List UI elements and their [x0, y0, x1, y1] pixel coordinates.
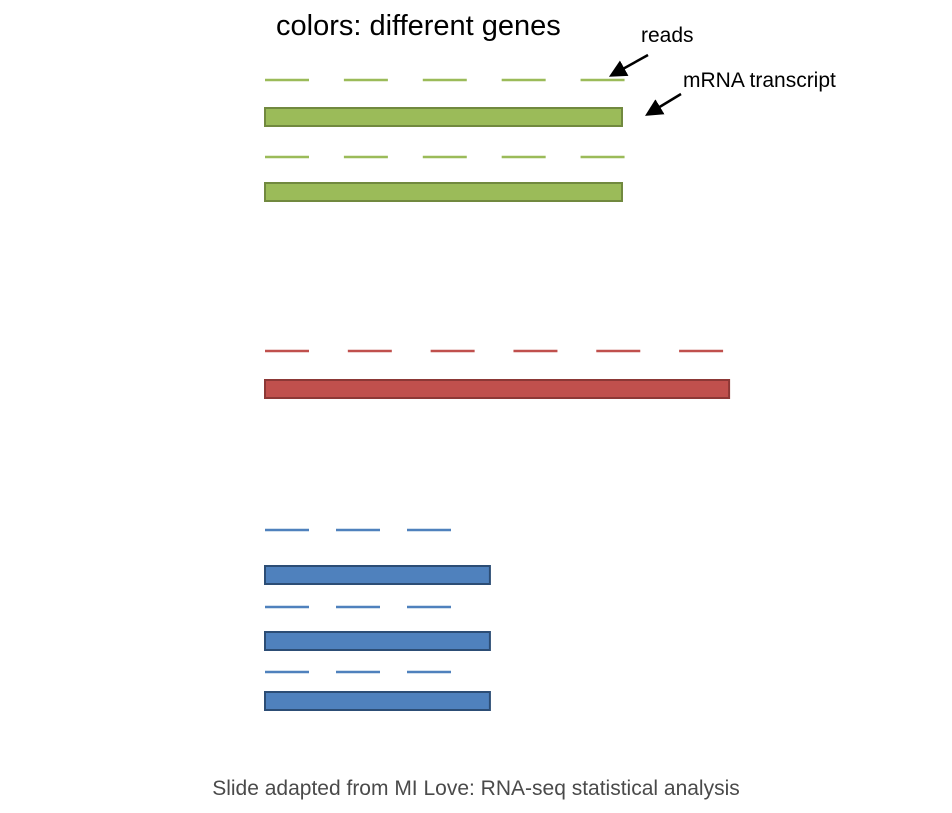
- reads-arrow: [608, 53, 649, 77]
- green-gene-transcript-bar: [264, 107, 623, 127]
- blue-gene-transcript-bar: [264, 631, 491, 651]
- green-gene-transcript-bar: [264, 182, 623, 202]
- transcript-arrow: [645, 92, 682, 116]
- source-caption: Slide adapted from MI Love: RNA-seq stat…: [212, 777, 740, 800]
- transcript-label: mRNA transcript: [683, 69, 836, 92]
- reads-label: reads: [641, 24, 694, 47]
- slide-title: colors: different genes: [276, 10, 561, 42]
- red-gene-transcript-bar: [264, 379, 731, 399]
- blue-gene-transcript-bar: [264, 691, 491, 711]
- blue-gene-transcript-bar: [264, 565, 491, 585]
